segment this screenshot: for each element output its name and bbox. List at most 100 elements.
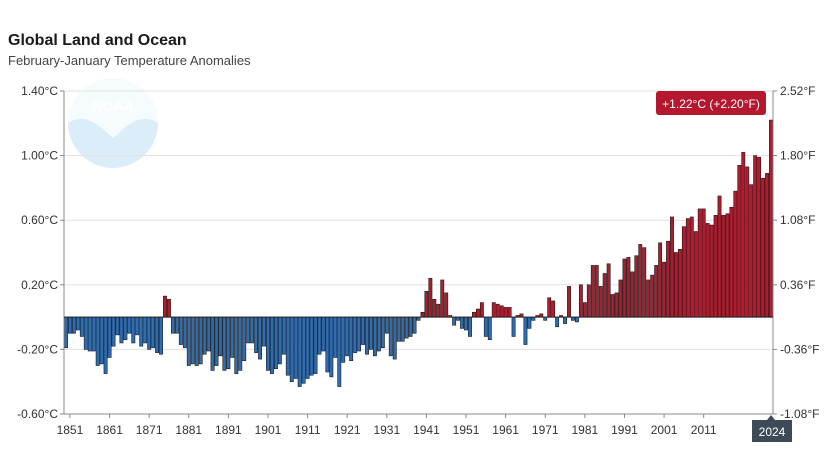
bar	[507, 307, 512, 318]
bar	[135, 316, 140, 336]
bar	[147, 316, 152, 350]
bar	[159, 316, 163, 355]
bar	[685, 218, 690, 318]
y-axis-left: -0.60°C -0.20°C 0.20°C 0.60°C 1.00°C 1.40°C	[17, 84, 64, 421]
bar	[404, 316, 409, 339]
bar	[127, 316, 132, 334]
bar	[349, 316, 354, 362]
bar	[721, 215, 726, 318]
x-tick-label: 1881	[175, 423, 202, 437]
bar	[717, 195, 722, 318]
y2-tick-label: 1.80°F	[780, 149, 815, 163]
bar	[151, 316, 156, 349]
bar	[182, 316, 187, 349]
bar	[547, 297, 552, 318]
bar	[321, 316, 326, 352]
noaa-logo: NOAA	[68, 78, 158, 168]
bar	[313, 316, 318, 374]
y2-tick-label: -1.08°F	[780, 407, 819, 421]
bar	[511, 316, 516, 337]
bar	[749, 184, 754, 318]
bar	[400, 316, 405, 342]
bar	[226, 316, 231, 370]
bar	[753, 155, 758, 318]
bar	[214, 316, 219, 366]
x-tick-label: 1991	[611, 423, 638, 437]
bar	[468, 316, 472, 337]
bar	[71, 316, 76, 334]
bar	[178, 316, 183, 345]
x-tick-label: 1861	[96, 423, 123, 437]
bar	[761, 177, 766, 318]
bar	[194, 316, 199, 366]
bar	[630, 271, 635, 318]
bar	[460, 316, 465, 329]
bar	[392, 316, 397, 360]
x-tick-label: 2001	[651, 423, 678, 437]
bar	[610, 294, 615, 318]
x-tick-label: 1871	[136, 423, 163, 437]
bar	[353, 316, 358, 353]
bar	[713, 215, 718, 318]
bar	[741, 152, 746, 318]
bar	[99, 316, 104, 365]
bar	[436, 303, 441, 318]
bar	[305, 316, 310, 379]
bar	[590, 265, 595, 318]
bar	[729, 206, 734, 318]
bar	[341, 316, 346, 363]
bar	[384, 316, 389, 334]
x-tick-label: 1981	[572, 423, 599, 437]
bar	[551, 300, 556, 318]
bar	[266, 316, 270, 371]
current-year-label: 2024	[759, 425, 786, 439]
bar	[333, 316, 338, 358]
y-tick-label: 0.60°C	[21, 213, 58, 227]
bar	[270, 316, 274, 374]
bar	[662, 261, 667, 318]
bar	[705, 223, 710, 318]
bar	[380, 316, 385, 349]
bar	[440, 279, 445, 318]
bar	[87, 316, 92, 352]
bar	[234, 316, 239, 374]
bar	[499, 305, 504, 318]
bar-series	[64, 119, 773, 387]
bar	[479, 302, 484, 318]
bar	[186, 316, 191, 366]
bar	[218, 316, 223, 357]
bar	[495, 303, 500, 318]
bar	[575, 316, 579, 323]
bar	[258, 316, 262, 360]
bar	[317, 316, 322, 355]
bar	[75, 316, 80, 331]
bar	[329, 316, 334, 378]
bar	[293, 316, 298, 379]
bar	[701, 208, 706, 318]
y2-tick-label: 0.36°F	[780, 278, 815, 292]
bar	[483, 316, 488, 337]
bar	[79, 316, 84, 337]
year-badge-pointer	[767, 415, 776, 420]
bar	[444, 292, 449, 318]
bar	[582, 302, 587, 318]
bar	[432, 299, 437, 318]
bar	[345, 316, 350, 357]
bar	[285, 316, 290, 376]
bar	[376, 316, 381, 352]
bar	[622, 258, 627, 318]
bar	[642, 247, 647, 318]
bar	[190, 316, 195, 365]
y2-tick-label: 2.52°F	[780, 84, 815, 98]
bar	[666, 240, 670, 318]
bar	[606, 263, 611, 318]
bar	[626, 257, 631, 318]
bar	[95, 316, 100, 366]
bar	[337, 316, 342, 387]
bar	[757, 156, 762, 318]
bar	[594, 265, 599, 318]
chart-subtitle: February-January Temperature Anomalies	[8, 53, 251, 68]
y-tick-label: 1.40°C	[21, 84, 58, 98]
x-tick-label: 1931	[373, 423, 400, 437]
